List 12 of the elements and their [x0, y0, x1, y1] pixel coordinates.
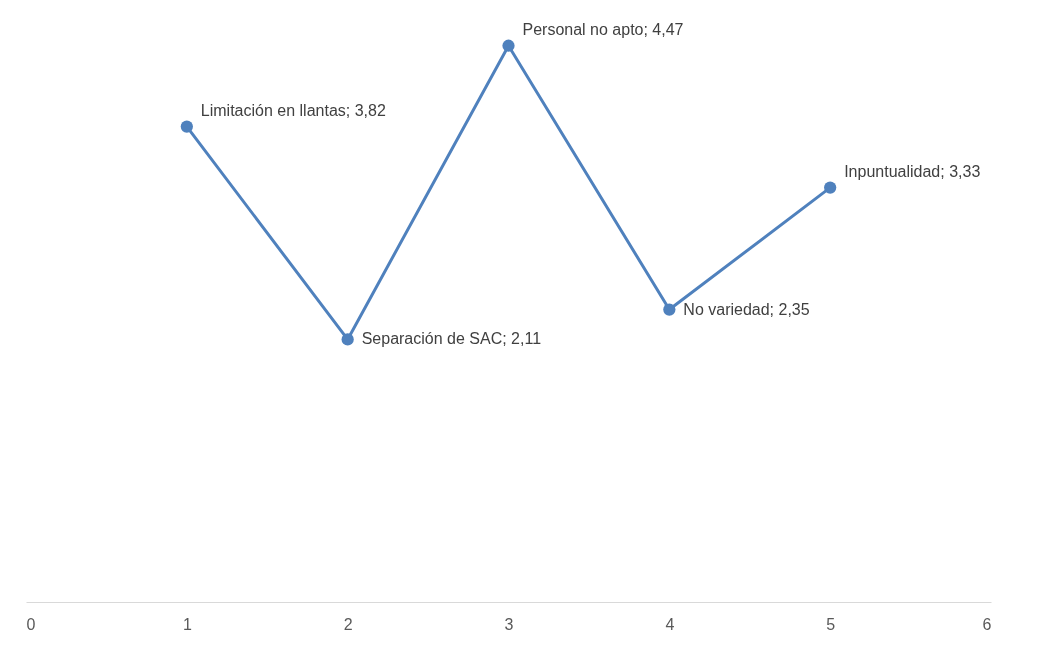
data-label: Personal no apto; 4,47: [522, 20, 684, 38]
x-tick-label: 1: [182, 615, 192, 633]
data-label: No variedad; 2,35: [683, 300, 810, 318]
data-label: Limitación en llantas; 3,82: [200, 101, 386, 119]
x-tick-label: 6: [982, 615, 992, 633]
x-tick-label: 2: [343, 615, 353, 633]
x-tick-label: 0: [26, 615, 36, 633]
x-tick-label: 4: [665, 615, 675, 633]
x-tick-label: 3: [504, 615, 514, 633]
data-label: Inpuntualidad; 3,33: [844, 162, 981, 180]
data-label: Separación de SAC; 2,11: [361, 330, 542, 348]
x-tick-label: 5: [826, 615, 836, 633]
